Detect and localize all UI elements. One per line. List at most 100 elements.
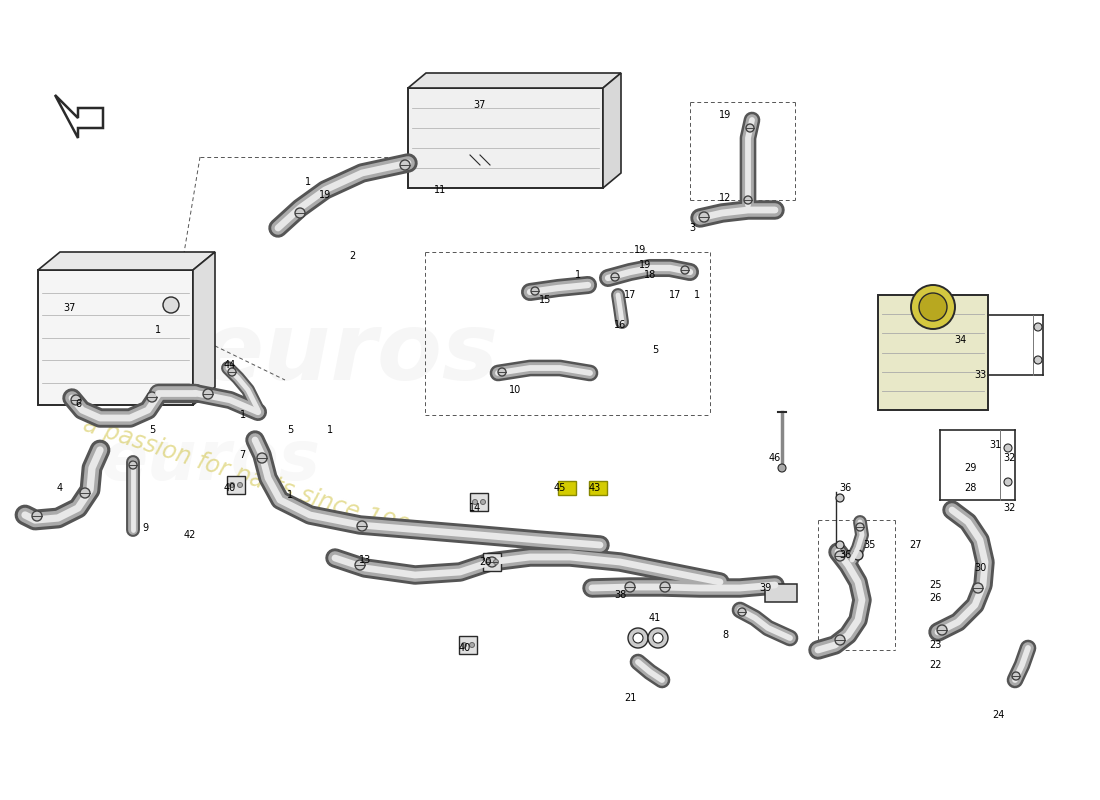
Circle shape bbox=[473, 499, 477, 505]
Circle shape bbox=[738, 608, 746, 616]
FancyBboxPatch shape bbox=[470, 493, 488, 511]
Text: 42: 42 bbox=[184, 530, 196, 540]
Polygon shape bbox=[603, 73, 622, 188]
Text: 17: 17 bbox=[669, 290, 681, 300]
Text: 19: 19 bbox=[719, 110, 732, 120]
Circle shape bbox=[918, 293, 947, 321]
Circle shape bbox=[974, 583, 983, 593]
Text: 6: 6 bbox=[75, 399, 81, 409]
Text: 44: 44 bbox=[224, 360, 236, 370]
Text: 38: 38 bbox=[614, 590, 626, 600]
Circle shape bbox=[937, 625, 947, 635]
Text: 36: 36 bbox=[839, 550, 851, 560]
Circle shape bbox=[163, 297, 179, 313]
Circle shape bbox=[653, 633, 663, 643]
Text: 19: 19 bbox=[634, 245, 646, 255]
Text: 21: 21 bbox=[624, 693, 636, 703]
Circle shape bbox=[1012, 672, 1020, 680]
Circle shape bbox=[487, 557, 497, 567]
Text: 43: 43 bbox=[588, 483, 601, 493]
Text: 24: 24 bbox=[992, 710, 1004, 720]
Text: 13: 13 bbox=[359, 555, 371, 565]
Text: 19: 19 bbox=[639, 260, 651, 270]
Circle shape bbox=[494, 559, 498, 565]
Circle shape bbox=[648, 628, 668, 648]
Circle shape bbox=[856, 523, 864, 531]
Circle shape bbox=[778, 464, 786, 472]
Circle shape bbox=[481, 499, 485, 505]
Circle shape bbox=[32, 511, 42, 521]
Circle shape bbox=[1034, 323, 1042, 331]
Circle shape bbox=[531, 287, 539, 295]
Circle shape bbox=[485, 559, 491, 565]
Circle shape bbox=[129, 461, 138, 469]
Text: 33: 33 bbox=[974, 370, 986, 380]
Circle shape bbox=[1034, 356, 1042, 364]
Text: 34: 34 bbox=[954, 335, 966, 345]
Circle shape bbox=[228, 368, 236, 376]
Text: 7: 7 bbox=[239, 450, 245, 460]
Circle shape bbox=[1004, 478, 1012, 486]
FancyBboxPatch shape bbox=[459, 636, 477, 654]
Text: 23: 23 bbox=[928, 640, 942, 650]
Text: 32: 32 bbox=[1004, 503, 1016, 513]
Text: 3: 3 bbox=[689, 223, 695, 233]
Text: 19: 19 bbox=[319, 190, 331, 200]
Circle shape bbox=[625, 582, 635, 592]
Text: 27: 27 bbox=[909, 540, 922, 550]
Text: 5: 5 bbox=[652, 345, 658, 355]
Text: 28: 28 bbox=[964, 483, 976, 493]
Text: 12: 12 bbox=[718, 193, 732, 203]
Text: 1: 1 bbox=[305, 177, 311, 187]
Circle shape bbox=[462, 642, 466, 647]
Polygon shape bbox=[39, 252, 214, 270]
Text: 40: 40 bbox=[459, 643, 471, 653]
Text: euros: euros bbox=[200, 308, 499, 400]
Text: 40: 40 bbox=[224, 483, 236, 493]
Polygon shape bbox=[408, 73, 622, 88]
Text: 1: 1 bbox=[155, 325, 161, 335]
FancyBboxPatch shape bbox=[39, 270, 192, 405]
FancyBboxPatch shape bbox=[588, 481, 607, 495]
Text: 5: 5 bbox=[287, 425, 293, 435]
Circle shape bbox=[610, 273, 619, 281]
Circle shape bbox=[72, 395, 81, 405]
Text: 9: 9 bbox=[142, 523, 148, 533]
Text: 37: 37 bbox=[474, 100, 486, 110]
Circle shape bbox=[836, 494, 844, 502]
Text: 22: 22 bbox=[928, 660, 942, 670]
Text: a passion for parts since 1995: a passion for parts since 1995 bbox=[80, 412, 427, 545]
Text: 16: 16 bbox=[614, 320, 626, 330]
Circle shape bbox=[852, 550, 864, 560]
FancyBboxPatch shape bbox=[878, 295, 988, 410]
Text: 1: 1 bbox=[240, 410, 246, 420]
FancyBboxPatch shape bbox=[227, 476, 245, 494]
Circle shape bbox=[498, 368, 506, 376]
Text: 17: 17 bbox=[624, 290, 636, 300]
Circle shape bbox=[746, 124, 754, 132]
FancyBboxPatch shape bbox=[408, 88, 603, 188]
Text: 10: 10 bbox=[509, 385, 521, 395]
FancyBboxPatch shape bbox=[764, 584, 798, 602]
Text: 26: 26 bbox=[928, 593, 942, 603]
Circle shape bbox=[911, 285, 955, 329]
Text: 36: 36 bbox=[839, 483, 851, 493]
Text: 15: 15 bbox=[539, 295, 551, 305]
Text: 39: 39 bbox=[759, 583, 771, 593]
Text: 11: 11 bbox=[433, 185, 447, 195]
Text: 29: 29 bbox=[964, 463, 976, 473]
Circle shape bbox=[698, 212, 710, 222]
Circle shape bbox=[355, 560, 365, 570]
Circle shape bbox=[628, 628, 648, 648]
Text: 1: 1 bbox=[694, 290, 700, 300]
FancyBboxPatch shape bbox=[483, 553, 500, 571]
Text: 2: 2 bbox=[349, 251, 355, 261]
Circle shape bbox=[147, 392, 157, 402]
Circle shape bbox=[744, 196, 752, 204]
Circle shape bbox=[835, 551, 845, 561]
Text: 25: 25 bbox=[928, 580, 942, 590]
Circle shape bbox=[257, 453, 267, 463]
Circle shape bbox=[632, 633, 644, 643]
Text: 8: 8 bbox=[722, 630, 728, 640]
Text: 46: 46 bbox=[769, 453, 781, 463]
